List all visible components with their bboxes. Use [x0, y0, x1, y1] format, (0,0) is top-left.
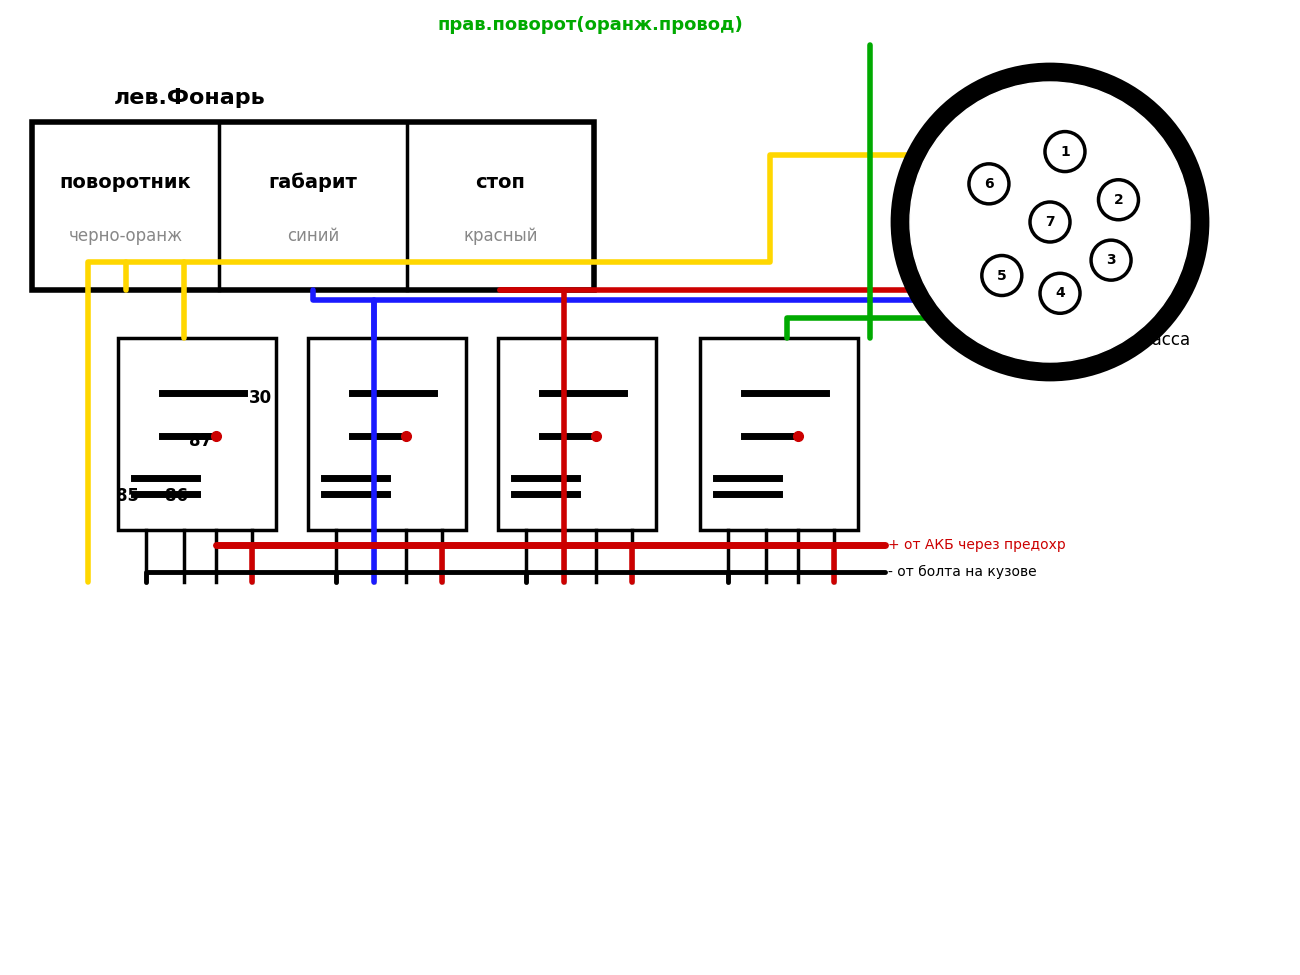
Text: 2: 2 [1114, 193, 1123, 207]
Text: черно-оранж: черно-оранж [69, 227, 183, 246]
Text: габарит: габарит [269, 173, 358, 192]
Text: 3: 3 [1106, 254, 1115, 267]
FancyBboxPatch shape [308, 338, 465, 530]
Text: 30: 30 [250, 389, 272, 407]
Text: 85: 85 [116, 487, 139, 505]
Text: 6: 6 [984, 176, 993, 191]
FancyBboxPatch shape [699, 338, 858, 530]
Text: синий: синий [287, 227, 339, 246]
Circle shape [968, 164, 1009, 204]
Circle shape [982, 255, 1022, 295]
Text: лев.Фонарь: лев.Фонарь [114, 88, 266, 108]
Text: 1: 1 [1060, 144, 1070, 159]
Circle shape [1045, 132, 1086, 172]
Text: масса: масса [1139, 332, 1191, 349]
Text: красный: красный [463, 227, 538, 246]
Circle shape [1091, 240, 1131, 280]
Text: 87: 87 [188, 432, 212, 450]
FancyBboxPatch shape [498, 338, 656, 530]
Circle shape [892, 64, 1208, 380]
Text: прав.поворот(оранж.провод): прав.поворот(оранж.провод) [437, 16, 742, 34]
Text: - от болта на кузове: - от болта на кузове [888, 565, 1036, 579]
Text: стоп: стоп [476, 173, 525, 192]
Circle shape [910, 82, 1190, 362]
Text: + от АКБ через предохр: + от АКБ через предохр [888, 538, 1066, 552]
Text: 5: 5 [997, 268, 1006, 283]
Text: 7: 7 [1045, 215, 1054, 229]
Text: 86: 86 [165, 487, 188, 505]
Circle shape [1030, 202, 1070, 242]
FancyBboxPatch shape [118, 338, 276, 530]
Text: поворотник: поворотник [60, 173, 191, 192]
Circle shape [1098, 179, 1139, 219]
Text: 4: 4 [1056, 287, 1065, 300]
FancyBboxPatch shape [32, 122, 594, 290]
Circle shape [1040, 273, 1080, 313]
